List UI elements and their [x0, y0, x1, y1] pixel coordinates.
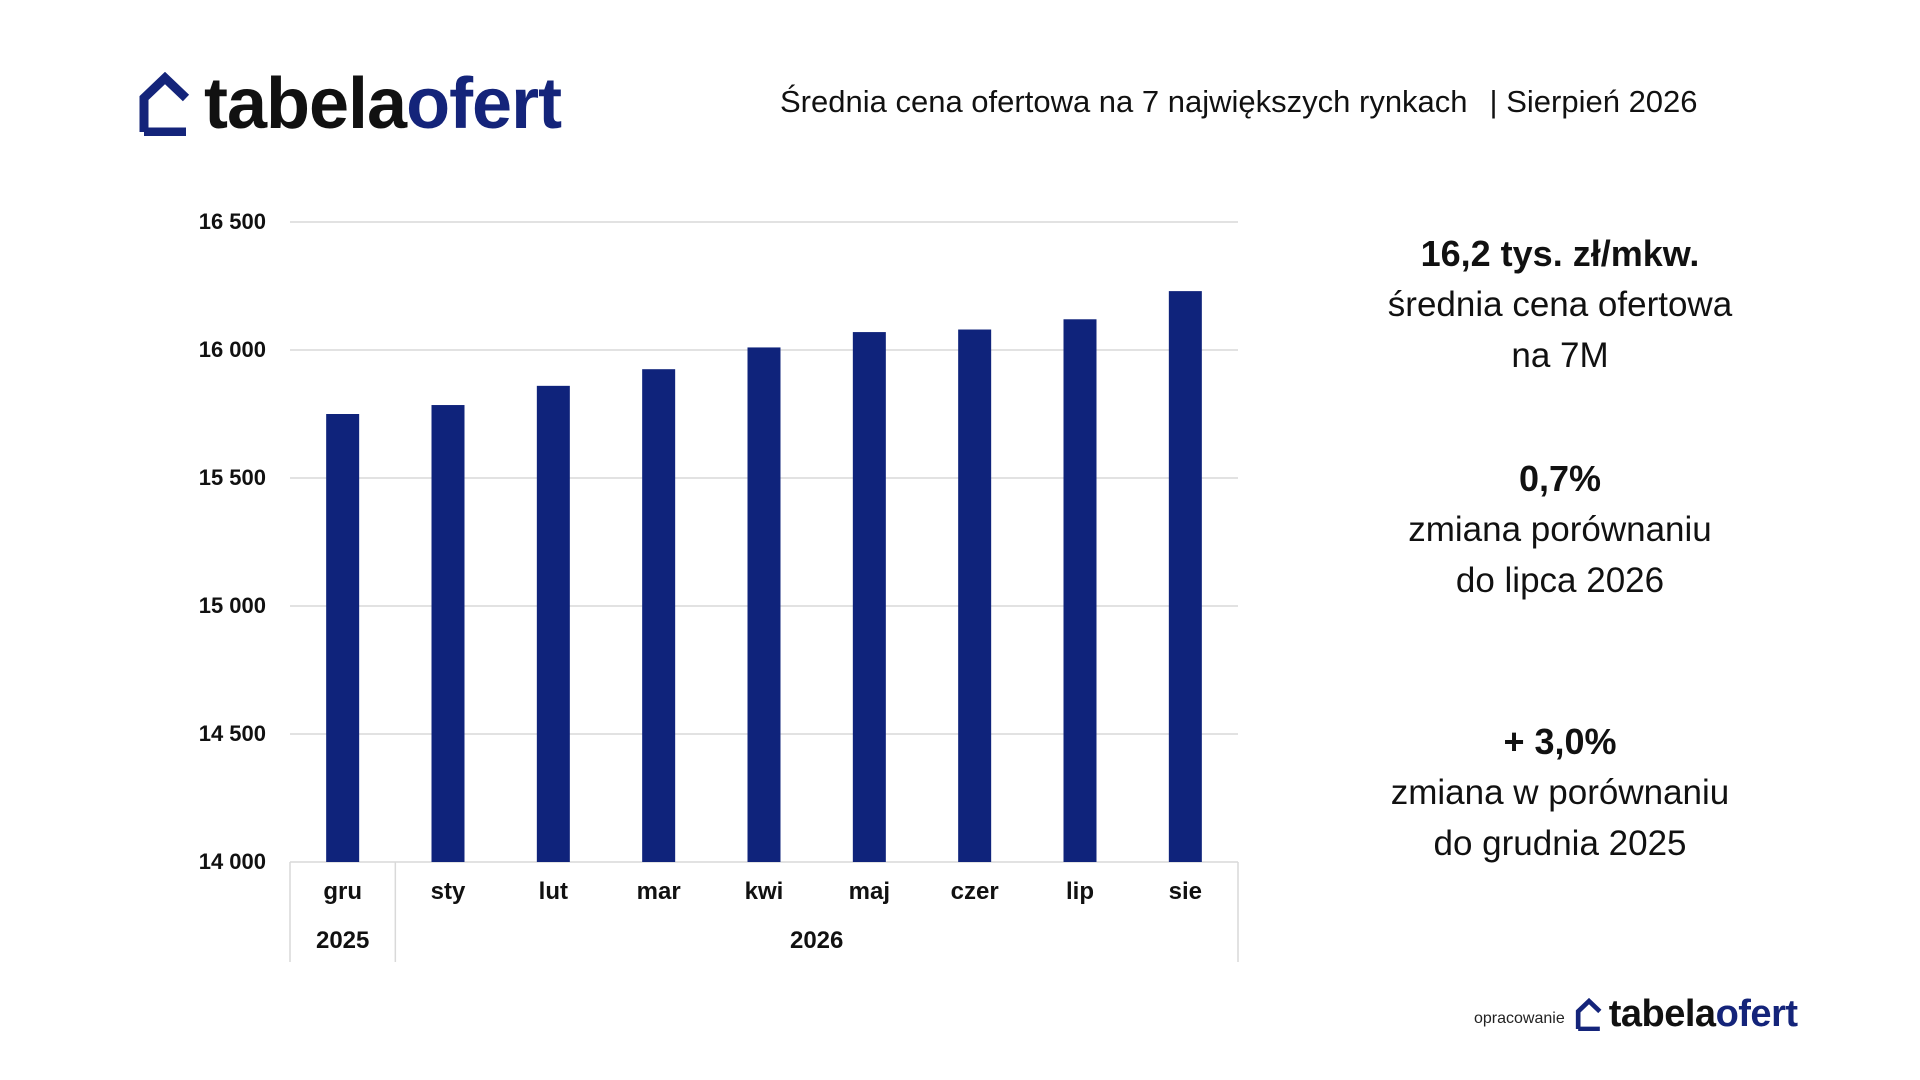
y-tick-label: 15 000 [199, 593, 266, 618]
x-tick-label: kwi [745, 878, 784, 905]
kpi-line: zmiana porównaniu [1408, 510, 1712, 549]
brand-logo: tabela ofert [138, 64, 562, 144]
x-tick-label: mar [637, 878, 681, 905]
kpi-average-price: 16,2 tys. zł/mkw. średnia cena ofertowa … [1330, 228, 1790, 381]
y-tick-label: 14 000 [199, 849, 266, 874]
bar [326, 414, 360, 862]
y-tick-label: 16 500 [199, 209, 266, 234]
bar [747, 347, 781, 862]
x-tick-label: lip [1066, 878, 1094, 905]
kpi-value: 16,2 tys. zł/mkw. [1420, 233, 1700, 274]
chart-title: Średnia cena ofertowa na 7 największych … [780, 84, 1468, 119]
kpi-line: do lipca 2026 [1455, 561, 1665, 600]
footer-credit: opracowanie [1474, 1009, 1565, 1027]
kpi-value: + 3,0% [1503, 721, 1617, 762]
house-icon [139, 72, 190, 136]
header-title: Średnia cena ofertowa na 7 największych … [780, 84, 1820, 120]
y-tick-label: 16 000 [199, 337, 266, 362]
bar [852, 332, 886, 863]
x-group-label: 2025 [316, 927, 369, 954]
kpi-monthly-change: 0,7% zmiana porównaniu do lipca 2026 [1330, 453, 1790, 606]
x-tick-label: gru [323, 878, 362, 905]
bar [536, 385, 570, 862]
y-tick-label: 14 500 [199, 721, 266, 746]
footer: opracowanie tabela ofert [1474, 993, 1798, 1036]
x-tick-label: sty [431, 878, 466, 905]
logo-text-ofert: ofert [1715, 993, 1798, 1035]
bar [642, 369, 676, 862]
kpi-line: zmiana w porównaniu [1390, 773, 1730, 812]
kpi-line: do grudnia 2025 [1433, 824, 1687, 863]
period-label: | Sierpień 2026 [1489, 84, 1698, 119]
bar [431, 405, 465, 862]
x-tick-label: maj [849, 878, 890, 905]
logo-text-ofert: ofert [406, 64, 562, 144]
x-tick-label: sie [1169, 878, 1202, 905]
bar [958, 329, 992, 862]
logo-text-tabela: tabela [204, 64, 407, 144]
footer-logo: tabela ofert [1575, 993, 1798, 1036]
bar [1063, 319, 1097, 862]
kpi-line: na 7M [1511, 336, 1609, 375]
y-tick-label: 15 500 [199, 465, 266, 490]
house-icon [1575, 998, 1602, 1031]
logo-text-tabela: tabela [1608, 993, 1716, 1035]
x-tick-label: lut [539, 878, 568, 905]
x-tick-label: czer [951, 878, 999, 905]
kpi-value: 0,7% [1518, 458, 1602, 499]
bar [1168, 291, 1202, 862]
x-group-label: 2026 [790, 927, 843, 954]
kpi-line: średnia cena ofertowa [1387, 285, 1733, 324]
kpi-change-since-december: + 3,0% zmiana w porównaniu do grudnia 20… [1330, 716, 1790, 869]
